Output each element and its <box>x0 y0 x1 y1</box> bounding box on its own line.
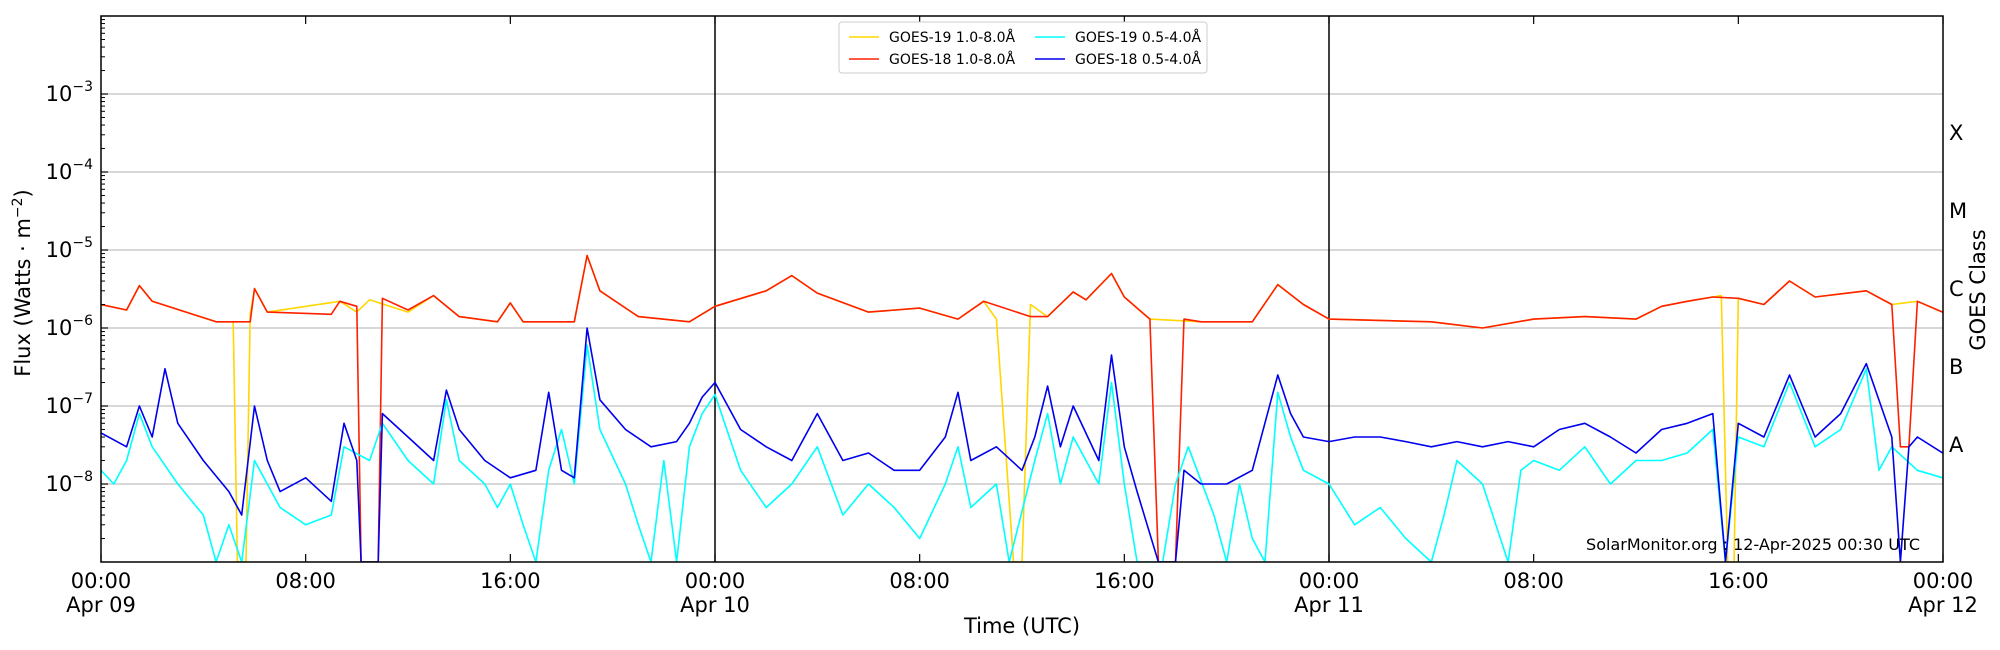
y-tick-exponent: −4 <box>72 157 93 173</box>
y-tick-base: 10 <box>46 394 73 418</box>
credit-text: SolarMonitor.org : 12-Apr-2025 00:30 UTC <box>1586 535 1920 554</box>
y-tick-base: 10 <box>46 316 73 340</box>
y-tick-exponent: −6 <box>72 313 93 329</box>
x-tick-label: 16:00 <box>1708 569 1769 593</box>
x-tick-label: 16:00 <box>1094 569 1155 593</box>
legend-label: GOES-18 1.0-8.0Å <box>889 51 1015 68</box>
y-tick-exponent: −8 <box>72 469 93 485</box>
legend-label: GOES-19 0.5-4.0Å <box>1075 29 1201 46</box>
day-boundaries <box>714 16 1330 562</box>
legend-box <box>838 21 1208 74</box>
y-tick-label: 10−3 <box>46 79 93 106</box>
goes-class-axis-label: GOES Class <box>1966 229 1990 350</box>
y-tick-exponent: −3 <box>72 79 93 95</box>
y-tick-label: 10−7 <box>46 391 93 418</box>
series-lines <box>101 254 1943 562</box>
goes-class-label: C <box>1949 277 1964 301</box>
legend: GOES-19 1.0-8.0Å GOES-18 1.0-8.0Å GOES-19 … <box>838 21 1208 74</box>
x-tick-label: 08:00 <box>1503 569 1564 593</box>
x-tick-date-label: Apr 10 <box>680 593 750 617</box>
y-axis-label-exponent: −2 <box>10 197 26 218</box>
y-tick-exponent: −5 <box>72 235 93 251</box>
x-tick-label: 08:00 <box>889 569 950 593</box>
y-tick-base: 10 <box>46 160 73 184</box>
plot-frame <box>100 15 1944 563</box>
y-tick-exponent: −7 <box>72 391 93 407</box>
series-line <box>101 254 1943 562</box>
series-line <box>101 344 1943 562</box>
y-axis-label-close: ) <box>11 189 35 197</box>
y-tick-base: 10 <box>46 238 73 262</box>
axis-ticks <box>100 16 1944 562</box>
y-tick-base: 10 <box>46 472 73 496</box>
y-tick-label: 10−4 <box>46 157 93 184</box>
x-tick-label: 00:00 <box>685 569 746 593</box>
x-tick-date-label: Apr 11 <box>1294 593 1364 617</box>
x-tick-label: 16:00 <box>480 569 541 593</box>
x-tick-label: 00:00 <box>1299 569 1360 593</box>
goes-class-label: A <box>1949 433 1964 457</box>
y-tick-base: 10 <box>46 82 73 106</box>
series-line <box>101 327 1943 562</box>
y-tick-label: 10−6 <box>46 313 93 340</box>
y-axis-label-main: Flux (Watts · m <box>11 218 35 377</box>
x-axis-label: Time (UTC) <box>963 614 1080 638</box>
y-tick-label: 10−5 <box>46 235 93 262</box>
series-line <box>101 254 1943 562</box>
x-tick-label: 00:00 <box>1913 569 1974 593</box>
goes-class-label: X <box>1949 121 1963 145</box>
legend-label: GOES-18 0.5-4.0Å <box>1075 51 1201 68</box>
x-tick-label: 08:00 <box>275 569 336 593</box>
y-tick-label: 10−8 <box>46 469 93 496</box>
goes-class-label: B <box>1949 355 1963 379</box>
x-tick-date-label: Apr 12 <box>1908 593 1978 617</box>
goes-class-label: M <box>1949 199 1967 223</box>
x-tick-label: 00:00 <box>71 569 132 593</box>
x-tick-date-label: Apr 09 <box>66 593 136 617</box>
y-axis-label: Flux (Watts · m−2) <box>10 189 35 377</box>
legend-label: GOES-19 1.0-8.0Å <box>889 29 1015 46</box>
gridlines <box>101 93 1943 485</box>
